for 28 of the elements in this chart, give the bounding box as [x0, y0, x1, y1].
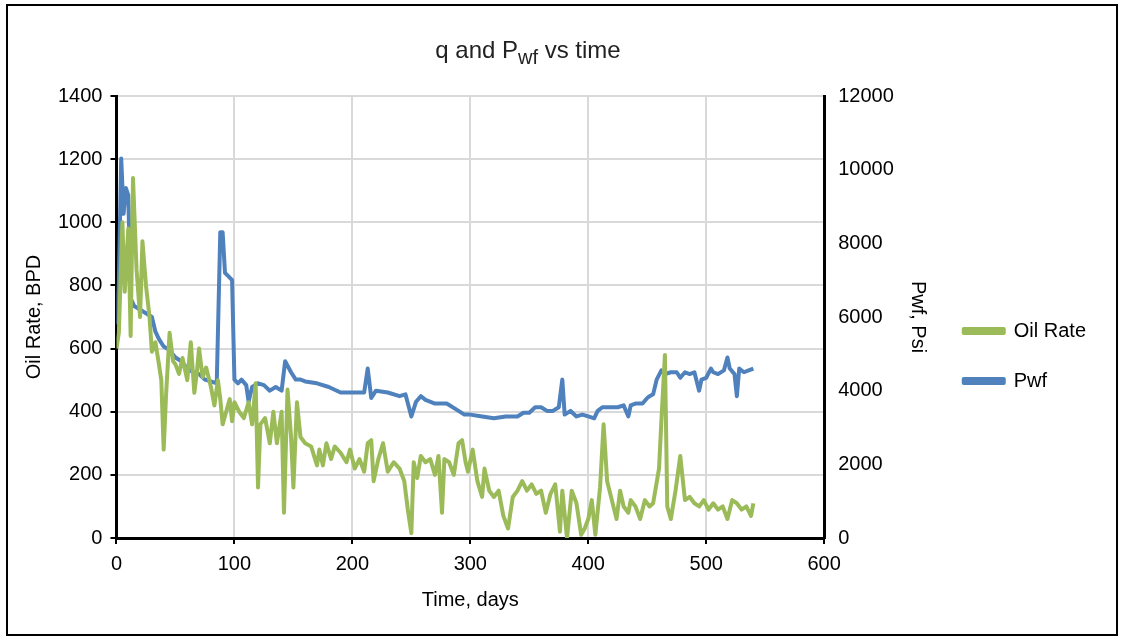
y2-tick-label: 0 [838, 525, 850, 548]
y2-tick-label: 6000 [838, 304, 883, 327]
y2-tick-label: 8000 [838, 230, 883, 253]
x-tick-label: 500 [689, 551, 723, 574]
chart-title: q and P$_{wf}$ vs time [434, 36, 622, 69]
x-tick-label: 600 [807, 551, 841, 574]
x-axis-title: Time, days [421, 587, 519, 610]
x-tick-label: 0 [110, 551, 123, 574]
y-tick-label: 1400 [57, 83, 103, 106]
y2-axis-title: Pwf, Psi [908, 280, 931, 354]
x-tick-label: 300 [453, 551, 487, 574]
y2-tick-label: 12000 [838, 83, 894, 106]
y-axis-title: Oil Rate, BPD [21, 254, 44, 380]
y-tick-label: 200 [69, 462, 103, 485]
y-tick-label: 600 [69, 336, 103, 359]
y2-tick-label: 10000 [838, 157, 894, 180]
y2-tick-label: 2000 [838, 451, 883, 474]
y-tick-label: 1000 [57, 209, 103, 232]
x-tick-label: 200 [335, 551, 370, 574]
x-tick-label: 400 [571, 551, 605, 574]
legend-label: Pwf [1013, 368, 1048, 391]
y-tick-label: 400 [69, 399, 103, 422]
y-tick-label: 0 [91, 525, 103, 548]
x-tick-label: 100 [217, 551, 252, 574]
y2-tick-label: 4000 [838, 378, 883, 401]
legend-label: Oil Rate [1013, 318, 1086, 341]
y-tick-label: 800 [69, 272, 103, 295]
y-tick-label: 1200 [57, 146, 103, 169]
